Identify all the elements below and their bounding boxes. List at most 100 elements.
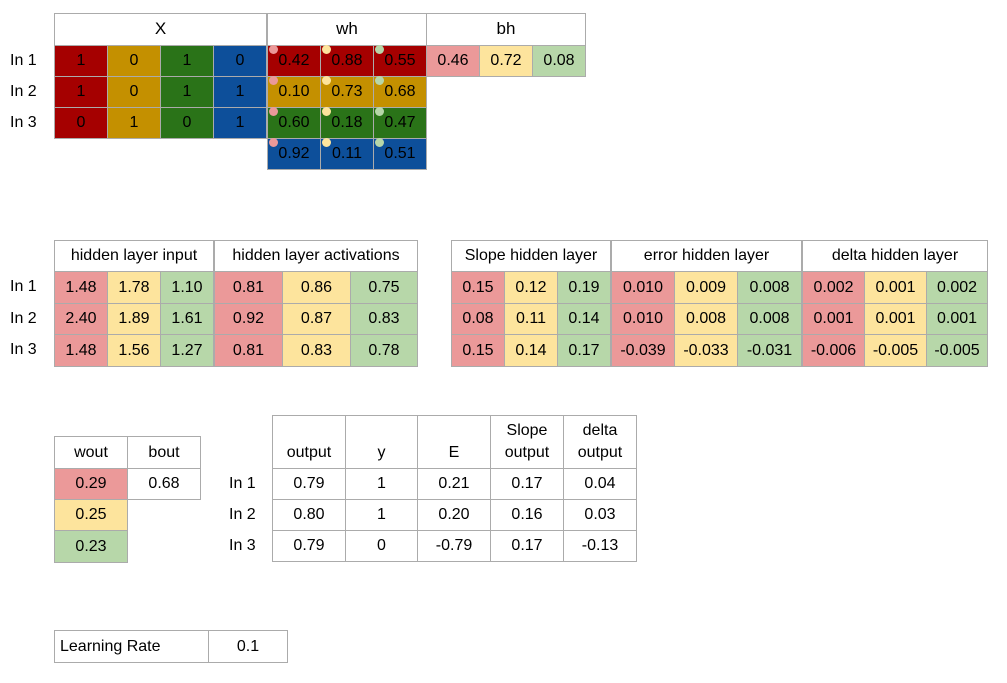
- activation-cell: 0.81: [215, 335, 283, 367]
- error-cell: -0.031: [738, 335, 802, 367]
- wh-cell: 0.73: [321, 76, 374, 108]
- row-label-in2: In 2: [229, 506, 256, 523]
- delta-cell: -0.005: [865, 335, 927, 367]
- bout-cell: 0.68: [128, 469, 201, 500]
- comment-marker-icon: [375, 45, 384, 54]
- row-label-in3: In 3: [229, 537, 256, 554]
- wh-cell: 0.18: [321, 107, 374, 139]
- comment-marker-icon: [375, 138, 384, 147]
- wout-cell: 0.23: [55, 531, 128, 563]
- wh-cell: 0.51: [374, 138, 427, 170]
- comment-marker-icon: [322, 107, 331, 116]
- wout-header: wout: [55, 437, 128, 469]
- comment-marker-icon: [269, 76, 278, 85]
- hidden-layer-activations-header: hidden layer activations: [215, 241, 418, 272]
- bh-cell: 0.46: [427, 46, 480, 77]
- hidden-input-cell: 1.48: [55, 335, 108, 367]
- activation-cell: 0.83: [351, 304, 418, 335]
- x-cell: 0: [214, 46, 267, 77]
- x-cell: 1: [161, 77, 214, 108]
- delta-cell: 0.001: [927, 304, 988, 335]
- y-cell: 0: [346, 531, 418, 562]
- slope-cell: 0.15: [452, 335, 505, 367]
- error-cell: 0.008: [675, 304, 738, 335]
- delta-cell: -0.006: [803, 335, 865, 367]
- error-cell: 0.009: [675, 272, 738, 304]
- wh-cell: 0.92: [268, 138, 321, 170]
- error-cell: -0.033: [675, 335, 738, 367]
- row-label-in1: In 1: [10, 52, 37, 69]
- error-hidden-layer-table: error hidden layer 0.010 0.009 0.008 0.0…: [611, 240, 802, 367]
- slope-output-cell: 0.16: [491, 500, 564, 531]
- comment-marker-icon: [269, 107, 278, 116]
- slope-cell: 0.11: [505, 304, 558, 335]
- hidden-input-cell: 1.78: [108, 272, 161, 304]
- bh-vector: bh 0.46 0.72 0.08: [426, 13, 586, 77]
- delta-cell: 0.001: [803, 304, 865, 335]
- learning-rate-table: Learning Rate 0.1: [54, 630, 288, 663]
- slope-cell: 0.17: [558, 335, 611, 367]
- activation-cell: 0.87: [283, 304, 351, 335]
- x-matrix: X 1 0 1 0 1 0 1 1 0 1 0 1: [54, 13, 267, 139]
- delta-output-cell: 0.03: [564, 500, 637, 531]
- slope-output-header: Slope output: [491, 416, 564, 469]
- wout-table: wout bout 0.29 0.68 0.25 0.23: [54, 436, 201, 563]
- hidden-input-cell: 1.27: [161, 335, 214, 367]
- x-cell: 0: [108, 46, 161, 77]
- error-cell: 0.010: [612, 272, 675, 304]
- bout-header: bout: [128, 437, 201, 469]
- wh-cell: 0.88: [321, 45, 374, 77]
- output-cell: 0.80: [273, 500, 346, 531]
- slope-cell: 0.08: [452, 304, 505, 335]
- wh-cell: 0.11: [321, 138, 374, 170]
- bh-header: bh: [427, 14, 586, 46]
- empty-cell: [128, 500, 201, 531]
- error-cell: 0.010: [612, 304, 675, 335]
- row-label-in1: In 1: [229, 475, 256, 492]
- x-header: X: [55, 14, 267, 46]
- wh-cell: 0.10: [268, 76, 321, 108]
- wout-cell: 0.25: [55, 500, 128, 531]
- row-label-in2: In 2: [10, 83, 37, 100]
- learning-rate-label: Learning Rate: [55, 631, 209, 663]
- error-cell: 0.20: [418, 500, 491, 531]
- delta-cell: 0.001: [865, 272, 927, 304]
- comment-marker-icon: [269, 138, 278, 147]
- error-cell: -0.039: [612, 335, 675, 367]
- error-cell: 0.008: [738, 272, 802, 304]
- comment-marker-icon: [322, 45, 331, 54]
- hidden-input-cell: 1.10: [161, 272, 214, 304]
- slope-cell: 0.15: [452, 272, 505, 304]
- wh-matrix: wh 0.42 0.88 0.55 0.10 0.73 0.68 0.60 0.…: [267, 13, 427, 170]
- error-header: E: [418, 416, 491, 469]
- wh-cell: 0.68: [374, 76, 427, 108]
- wh-cell: 0.47: [374, 107, 427, 139]
- error-cell: -0.79: [418, 531, 491, 562]
- slope-output-cell: 0.17: [491, 469, 564, 500]
- row-label-in1: In 1: [10, 278, 37, 295]
- row-label-in3: In 3: [10, 114, 37, 131]
- activation-cell: 0.83: [283, 335, 351, 367]
- slope-cell: 0.14: [505, 335, 558, 367]
- x-cell: 1: [55, 46, 108, 77]
- row-label-in3: In 3: [10, 341, 37, 358]
- learning-rate-value: 0.1: [209, 631, 288, 663]
- slope-output-cell: 0.17: [491, 531, 564, 562]
- wh-cell: 0.60: [268, 107, 321, 139]
- x-cell: 0: [108, 77, 161, 108]
- hidden-layer-activations-table: hidden layer activations 0.81 0.86 0.75 …: [214, 240, 418, 367]
- output-table: output y E Slope output delta output 0.7…: [272, 415, 637, 562]
- delta-cell: 0.002: [803, 272, 865, 304]
- activation-cell: 0.75: [351, 272, 418, 304]
- wout-cell: 0.29: [55, 469, 128, 500]
- comment-marker-icon: [322, 138, 331, 147]
- slope-cell: 0.12: [505, 272, 558, 304]
- bh-cell: 0.08: [533, 46, 586, 77]
- wh-header: wh: [268, 14, 427, 46]
- hidden-layer-input-table: hidden layer input 1.48 1.78 1.10 2.40 1…: [54, 240, 214, 367]
- comment-marker-icon: [269, 45, 278, 54]
- output-header: output: [272, 416, 346, 469]
- delta-cell: 0.001: [865, 304, 927, 335]
- error-cell: 0.21: [418, 469, 491, 500]
- x-cell: 0: [55, 108, 108, 139]
